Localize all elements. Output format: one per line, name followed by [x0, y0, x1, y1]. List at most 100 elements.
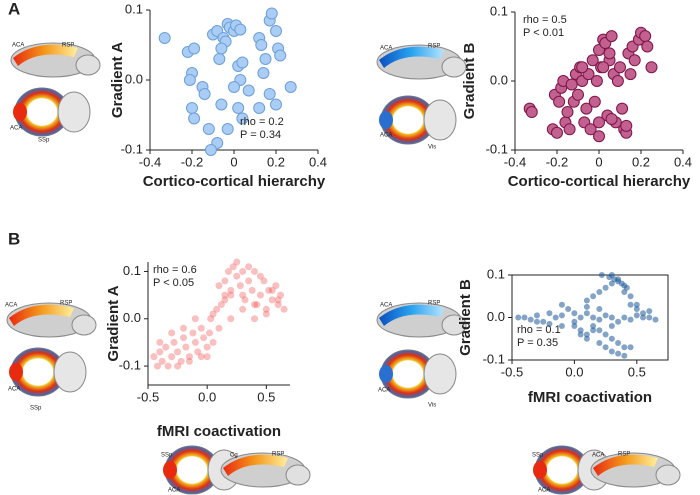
point: [259, 53, 272, 65]
x-tick-label: 0.2: [632, 154, 650, 169]
point: [565, 78, 578, 91]
annotation: rho = 0.1: [517, 324, 561, 336]
point: [583, 297, 590, 304]
point: [590, 327, 597, 334]
x-axis-title: fMRI coactivation: [157, 423, 281, 440]
y-tick-label: 0.0: [123, 310, 141, 325]
brain-label: ACA: [12, 43, 24, 49]
point: [641, 40, 654, 53]
point: [633, 312, 640, 319]
annotation: P < 0.01: [523, 27, 564, 39]
point: [563, 123, 576, 136]
x-tick-label: 0.4: [309, 154, 327, 169]
brain-label: SSp: [30, 406, 42, 412]
point: [572, 88, 584, 101]
point: [272, 282, 280, 290]
point: [257, 67, 270, 79]
brain-cortex: [223, 454, 288, 476]
point: [180, 334, 187, 342]
x-tick-label: 0.5: [628, 364, 646, 379]
point: [174, 362, 182, 370]
x-axis-title: Cortico-cortical hierarchy: [508, 173, 691, 190]
point: [558, 323, 565, 329]
x-tick-label: 0: [595, 154, 602, 169]
brain-label: ACA: [380, 303, 392, 309]
point: [558, 312, 565, 319]
cerebellum: [655, 464, 681, 486]
point: [177, 357, 185, 365]
point: [527, 316, 534, 323]
point: [596, 316, 603, 323]
point: [284, 81, 297, 93]
point: [206, 329, 214, 337]
point: [639, 30, 652, 43]
brain-cortex: [379, 304, 444, 326]
point: [627, 301, 634, 308]
point: [577, 331, 584, 338]
brain-label: RSP: [618, 452, 630, 458]
annotation: rho = 0.5: [523, 14, 567, 26]
point: [213, 53, 226, 65]
point: [571, 323, 578, 329]
point: [521, 314, 528, 321]
point: [540, 318, 547, 325]
point: [156, 348, 164, 356]
point: [197, 353, 205, 361]
point: [150, 353, 158, 361]
point: [153, 362, 161, 370]
x-tick-label: -0.2: [181, 154, 203, 169]
point: [268, 286, 276, 294]
point: [239, 305, 247, 313]
point: [640, 314, 647, 321]
point: [583, 310, 590, 317]
point: [156, 338, 164, 346]
brain-caudal: [53, 351, 87, 393]
point: [227, 291, 235, 299]
brain-caudal: [423, 99, 457, 141]
point: [577, 327, 584, 334]
point: [590, 293, 597, 300]
point: [633, 301, 640, 308]
point: [576, 61, 589, 74]
x-tick-label: 0.2: [267, 154, 285, 169]
point: [255, 39, 268, 51]
point: [268, 296, 276, 304]
point: [571, 310, 578, 317]
x-axis-title: fMRI coactivation: [528, 389, 652, 406]
cerebellum: [441, 314, 467, 336]
point: [209, 310, 217, 318]
point: [234, 23, 247, 36]
point: [596, 327, 603, 334]
point: [215, 324, 223, 332]
y-tick-label: 0.1: [123, 263, 141, 278]
brain-label: ACA: [10, 126, 22, 132]
point: [596, 340, 603, 346]
brain-medial: [533, 461, 547, 479]
point: [646, 308, 653, 315]
brain-label: ACA: [8, 387, 20, 393]
point: [203, 343, 211, 351]
point: [602, 284, 609, 291]
point: [614, 61, 626, 74]
point: [227, 315, 235, 323]
point: [561, 106, 574, 119]
point: [652, 316, 659, 323]
panel-label: B: [8, 229, 20, 248]
point: [158, 32, 171, 44]
y-tick-label: 0.0: [487, 309, 505, 324]
point: [627, 344, 634, 351]
point: [168, 329, 176, 337]
y-tick-label: -0.1: [486, 141, 508, 156]
brain-medial: [9, 363, 23, 381]
point: [232, 102, 245, 114]
brain-icons: [6, 42, 681, 495]
point: [221, 296, 229, 304]
y-tick-label: 0.1: [487, 266, 505, 281]
annotation: P < 0.05: [153, 277, 194, 289]
point: [602, 312, 609, 319]
point: [221, 277, 229, 285]
y-tick-label: -0.1: [119, 358, 141, 373]
x-tick-label: 0.4: [674, 154, 692, 169]
point: [221, 123, 234, 135]
point: [565, 306, 572, 312]
